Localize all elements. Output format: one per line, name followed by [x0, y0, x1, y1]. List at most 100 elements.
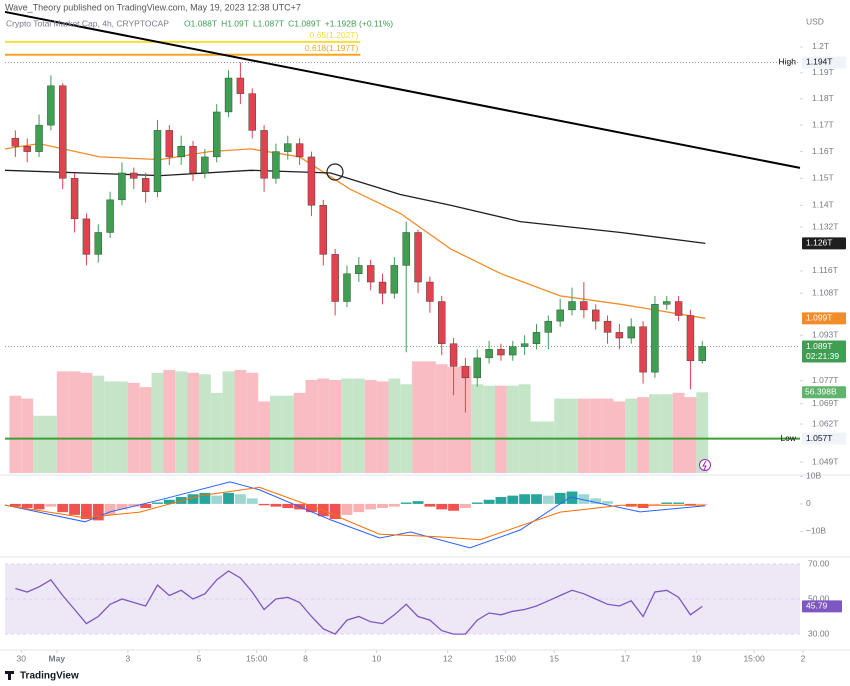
volume-bar — [127, 382, 140, 473]
volume-bar — [625, 398, 638, 473]
macd-histogram-bar — [661, 502, 673, 504]
macd-histogram-bar — [673, 502, 685, 504]
level-tag — [802, 56, 846, 69]
candle-body — [11, 138, 20, 147]
volume-bar — [293, 392, 306, 473]
level-tag — [802, 432, 846, 445]
macd-histogram-bar — [377, 503, 388, 509]
candle-body — [201, 156, 209, 174]
macd-histogram-bar — [519, 494, 531, 504]
volume-bar — [33, 415, 45, 473]
macd-histogram-bar — [507, 495, 519, 504]
volume-bar — [281, 395, 294, 473]
macd-histogram-bar — [531, 494, 542, 504]
candle-body — [663, 301, 671, 305]
volume-bar — [198, 374, 211, 473]
macd-histogram-bar — [57, 503, 69, 513]
candle-body — [438, 301, 446, 344]
volume-bar — [104, 381, 117, 473]
macd-tick-label: −10B — [806, 526, 826, 536]
volume-bar — [210, 392, 223, 473]
fib-label: 0.65(1.202T) — [310, 30, 359, 40]
rsi-line — [15, 570, 703, 635]
macd-histogram-bar — [45, 503, 57, 507]
macd-histogram-bar — [542, 495, 554, 504]
price-tag — [802, 312, 846, 325]
macd-histogram-bar — [246, 498, 258, 504]
price-tag — [802, 340, 846, 363]
candle-body — [591, 309, 600, 322]
candle-body — [698, 346, 706, 361]
macd-histogram-bar — [483, 499, 495, 504]
y-tick-label: 1.062T — [812, 418, 838, 428]
volume-bar — [554, 398, 567, 473]
candle-body — [449, 343, 458, 367]
volume-bar — [672, 392, 685, 473]
macd-line — [4, 481, 706, 549]
macd-histogram-bar — [306, 503, 317, 513]
level-name: High — [779, 57, 797, 67]
candle-body — [532, 332, 541, 344]
macd-histogram-bar — [495, 497, 507, 504]
rsi-tick-label: 70.00 — [808, 558, 830, 568]
candle-body — [141, 178, 150, 192]
macd-histogram-bar — [21, 503, 33, 509]
candle-body — [603, 320, 612, 333]
candle-body — [580, 301, 588, 311]
volume-bar — [116, 381, 128, 473]
candle-body — [213, 111, 221, 158]
x-tick-label: 2 — [801, 653, 806, 663]
macd-histogram-bar — [33, 503, 45, 510]
macd-histogram-bar — [140, 503, 152, 509]
event-icon[interactable] — [699, 459, 711, 471]
y-tick-label: 1.2T — [812, 41, 829, 51]
y-tick-label: 1.19T — [812, 67, 834, 77]
candle-body — [627, 326, 635, 339]
candle-body — [118, 172, 126, 201]
x-tick-label: 15:00 — [495, 653, 517, 663]
price-tag-label: 1.089T — [806, 341, 832, 351]
volume-bar — [9, 395, 22, 473]
volume-bar — [187, 372, 199, 473]
volume-bar — [56, 371, 69, 473]
candle-body — [686, 315, 695, 361]
macd-histogram-bar — [163, 499, 175, 504]
macd-histogram-bar — [187, 494, 199, 504]
macd-histogram-bar — [270, 503, 282, 507]
y-tick-label: 1.108T — [812, 287, 838, 297]
candle-body — [82, 218, 91, 255]
volume-bar — [305, 379, 318, 473]
x-tick-label: 15:00 — [246, 653, 268, 663]
y-tick-label: 1.17T — [812, 119, 834, 129]
volume-bar — [151, 372, 164, 473]
candle-body — [35, 124, 43, 152]
candle-body — [153, 130, 162, 192]
candle-body — [94, 232, 102, 255]
candle-body — [473, 357, 481, 379]
x-tick-label: 5 — [197, 653, 202, 663]
moving-average — [4, 169, 706, 245]
level-name: Low — [780, 433, 796, 443]
candle-body — [189, 146, 197, 174]
macd-histogram-bar — [9, 503, 21, 507]
candle-body — [47, 85, 55, 126]
volume-bar — [352, 378, 365, 473]
volume-bar — [471, 384, 484, 473]
candle-body — [568, 301, 576, 311]
legend-value: H1.09T — [221, 18, 249, 28]
candle-body — [295, 143, 304, 158]
candle-body — [497, 349, 505, 356]
macd-histogram-bar — [448, 503, 459, 511]
candle-body — [70, 178, 79, 220]
macd-histogram-bar — [69, 503, 81, 515]
volume-bar — [175, 371, 188, 473]
volume-bar — [447, 367, 460, 473]
volume-bar — [648, 394, 661, 473]
macd-histogram-bar — [282, 503, 294, 509]
y-tick-label: 1.14T — [812, 200, 834, 210]
volume-bar — [317, 378, 330, 473]
volume-bar — [435, 364, 448, 473]
volume-bar — [423, 361, 436, 473]
macd-histogram-bar — [223, 492, 234, 504]
candle-body — [319, 205, 327, 255]
